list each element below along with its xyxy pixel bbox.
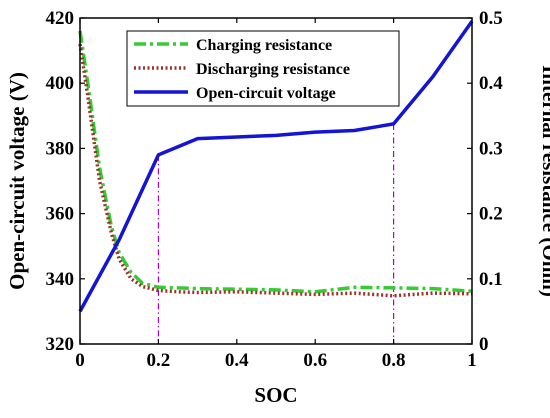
ticks-layer: 0 0.2 0.4 0.6 0.8 1 320 340 360 380 400 420 0 0.1 0.2 0… [46,8,504,371]
series-line-0 [78,30,473,294]
y-right-tick-label: 0.1 [479,269,503,290]
y-left-tick-label: 320 [46,334,75,355]
series-layer [78,20,474,313]
y-left-axis-label: Open-circuit voltage (V) [5,72,29,290]
legend: Charging resistance Discharging resistan… [126,30,400,107]
y-left-tick-label: 340 [46,269,75,290]
y-right-tick-label: 0.2 [479,204,503,225]
legend-label-ocv: Open-circuit voltage [196,85,336,102]
plot-frame [79,17,473,345]
y-right-tick-label: 0 [479,334,489,355]
x-tick-label: 0.8 [382,350,406,371]
legend-label-discharging: Discharging resistance [196,61,350,78]
x-tick-label: 1 [467,350,477,371]
y-right-axis-label: Internal resistance (Ohm) [538,65,550,297]
x-axis-label: SOC [254,383,297,407]
x-tick-label: 0.4 [225,350,249,371]
x-tick-label: 0.6 [303,350,327,371]
y-left-tick-label: 400 [46,73,75,94]
y-right-tick-label: 0.5 [479,8,503,29]
y-right-tick-label: 0.4 [479,73,503,94]
y-left-tick-label: 380 [46,138,75,159]
reference-lines [157,123,395,344]
y-right-tick-label: 0.3 [479,138,503,159]
x-tick-label: 0.2 [147,350,171,371]
legend-label-charging: Charging resistance [196,37,332,54]
x-tick-label: 0 [75,350,85,371]
series-line-2 [78,20,474,313]
y-left-tick-label: 360 [46,204,75,225]
y-left-tick-label: 420 [46,8,75,29]
